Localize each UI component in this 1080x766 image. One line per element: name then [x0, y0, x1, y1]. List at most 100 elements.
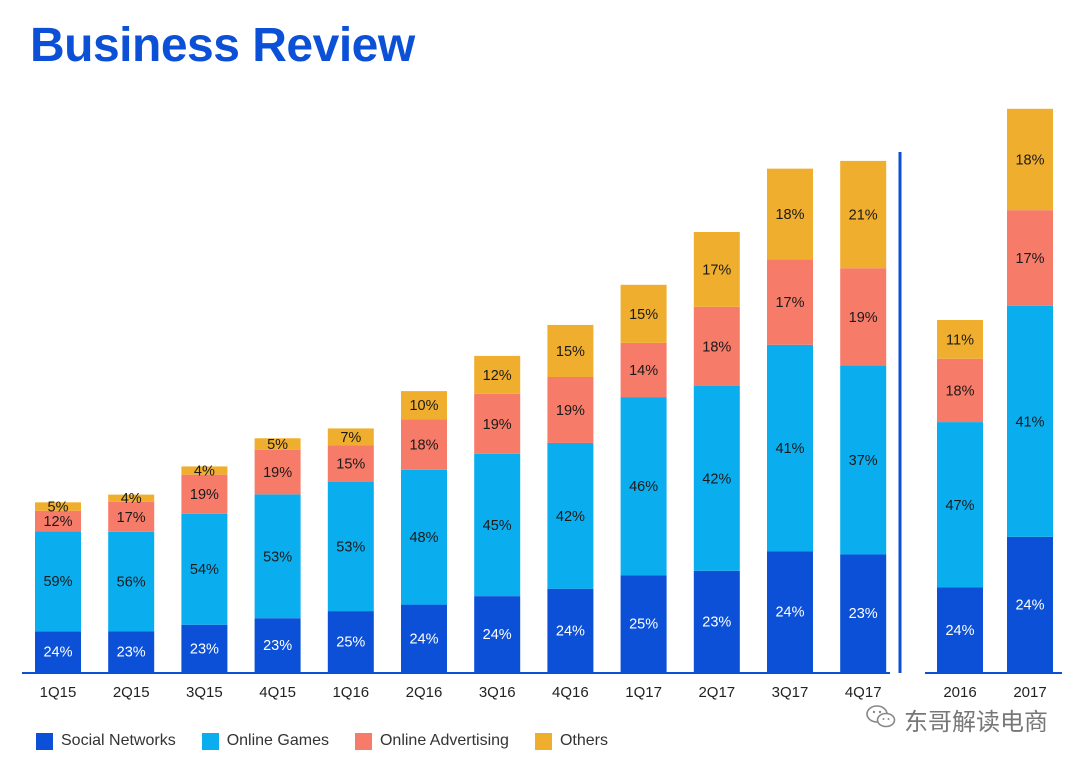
x-tick-label: 3Q15 [186, 684, 223, 701]
data-label: 18% [1015, 152, 1044, 168]
data-label: 15% [556, 344, 585, 360]
legend-label: Online Games [226, 732, 329, 749]
bar-segment-others [547, 324, 594, 377]
bar-segment-online-games [254, 494, 301, 619]
data-label: 23% [117, 645, 146, 661]
data-label: 15% [336, 457, 365, 473]
chart-legend: Social Networks Online Games Online Adve… [36, 732, 634, 750]
bar-segment-social-networks [181, 624, 228, 672]
x-tick-label: 4Q16 [552, 684, 589, 701]
data-label: 19% [556, 403, 585, 419]
x-tick-label: 2017 [1013, 684, 1046, 701]
x-tick-label: 1Q15 [40, 684, 77, 701]
bar-segment-social-networks [937, 587, 983, 672]
bar-segment-online-advertising [547, 376, 594, 443]
bar-segment-online-games [108, 531, 155, 632]
bar-segment-online-games [620, 397, 667, 576]
data-label: 17% [117, 510, 146, 526]
bar-segment-online-advertising [474, 393, 521, 454]
bar-segment-social-networks [108, 631, 155, 672]
bar-segment-social-networks [401, 604, 447, 672]
data-label: 25% [629, 617, 658, 633]
data-label: 41% [1015, 414, 1044, 430]
bar-segment-social-networks [1007, 536, 1053, 672]
data-label: 24% [483, 627, 512, 643]
data-label: 54% [190, 562, 219, 578]
bar-segment-others [1007, 108, 1053, 211]
data-label: 15% [629, 307, 658, 323]
bar-segment-online-games [693, 386, 740, 571]
bar-segment-others [254, 438, 301, 450]
x-tick-label: 4Q17 [845, 684, 882, 701]
legend-item-social-networks: Social Networks [36, 732, 176, 750]
data-label: 5% [267, 437, 288, 453]
data-label: 12% [483, 368, 512, 384]
data-label: 37% [849, 453, 878, 469]
x-tick-label: 2Q17 [698, 684, 735, 701]
bar-segment-others [767, 168, 813, 260]
bar-segment-online-games [1007, 305, 1053, 537]
bar-segment-online-games [937, 422, 983, 588]
data-label: 17% [1015, 251, 1044, 267]
x-tick-label: 3Q17 [772, 684, 809, 701]
data-label: 45% [483, 518, 512, 534]
data-label: 23% [702, 614, 731, 630]
data-label: 53% [336, 540, 365, 556]
data-label: 42% [702, 471, 731, 487]
data-label: 46% [629, 479, 658, 495]
bar-segment-online-games [181, 513, 228, 625]
data-label: 23% [263, 638, 292, 654]
legend-label: Online Advertising [379, 732, 509, 749]
data-label: 10% [409, 398, 438, 414]
watermark: 东哥解读电商 [866, 702, 1048, 737]
bar-segment-social-networks [474, 596, 521, 672]
wechat-icon [866, 704, 896, 736]
x-tick-label: 2016 [943, 684, 976, 701]
x-tick-label: 1Q16 [332, 684, 369, 701]
data-label: 14% [629, 363, 658, 379]
data-label: 47% [945, 498, 974, 514]
data-label: 56% [117, 575, 146, 591]
legend-swatch-online-advertising [354, 732, 372, 750]
bar-segment-online-advertising [840, 268, 887, 366]
data-label: 18% [775, 207, 804, 223]
legend-item-others: Others [534, 732, 608, 750]
bar-segment-social-networks [693, 570, 740, 672]
data-label: 17% [775, 295, 804, 311]
bar-segment-others [474, 355, 521, 394]
bar-segment-online-advertising [35, 510, 81, 532]
data-label: 24% [43, 645, 72, 661]
bar-segment-social-networks [620, 575, 667, 672]
data-label: 12% [43, 514, 72, 530]
bar-segment-others [35, 502, 81, 511]
legend-swatch-others [534, 732, 552, 750]
data-label: 4% [194, 464, 215, 480]
data-label: 24% [1015, 597, 1044, 613]
bar-segment-social-networks [547, 588, 594, 672]
data-label: 24% [409, 631, 438, 647]
bar-segment-online-games [401, 469, 447, 605]
data-label: 18% [702, 339, 731, 355]
data-label: 19% [190, 487, 219, 503]
data-label: 11% [946, 332, 974, 348]
bar-segment-others [181, 466, 228, 475]
data-label: 42% [556, 509, 585, 525]
bar-segment-online-advertising [327, 445, 374, 483]
data-label: 41% [775, 441, 804, 457]
bar-segment-social-networks [840, 554, 887, 672]
x-tick-label: 1Q17 [625, 684, 662, 701]
legend-label: Others [559, 732, 608, 749]
bar-segment-others [401, 391, 447, 420]
data-label: 7% [340, 430, 361, 446]
bar-segment-social-networks [327, 611, 374, 672]
bar-segment-others [327, 428, 374, 446]
data-label: 19% [849, 310, 878, 326]
bar-segment-online-advertising [181, 474, 228, 514]
bar-segment-online-advertising [937, 358, 983, 423]
x-tick-label: 2Q16 [406, 684, 443, 701]
data-label: 59% [43, 574, 72, 590]
bar-segment-others [620, 284, 667, 343]
data-label: 53% [263, 549, 292, 565]
page-title: Business Review [30, 19, 415, 72]
